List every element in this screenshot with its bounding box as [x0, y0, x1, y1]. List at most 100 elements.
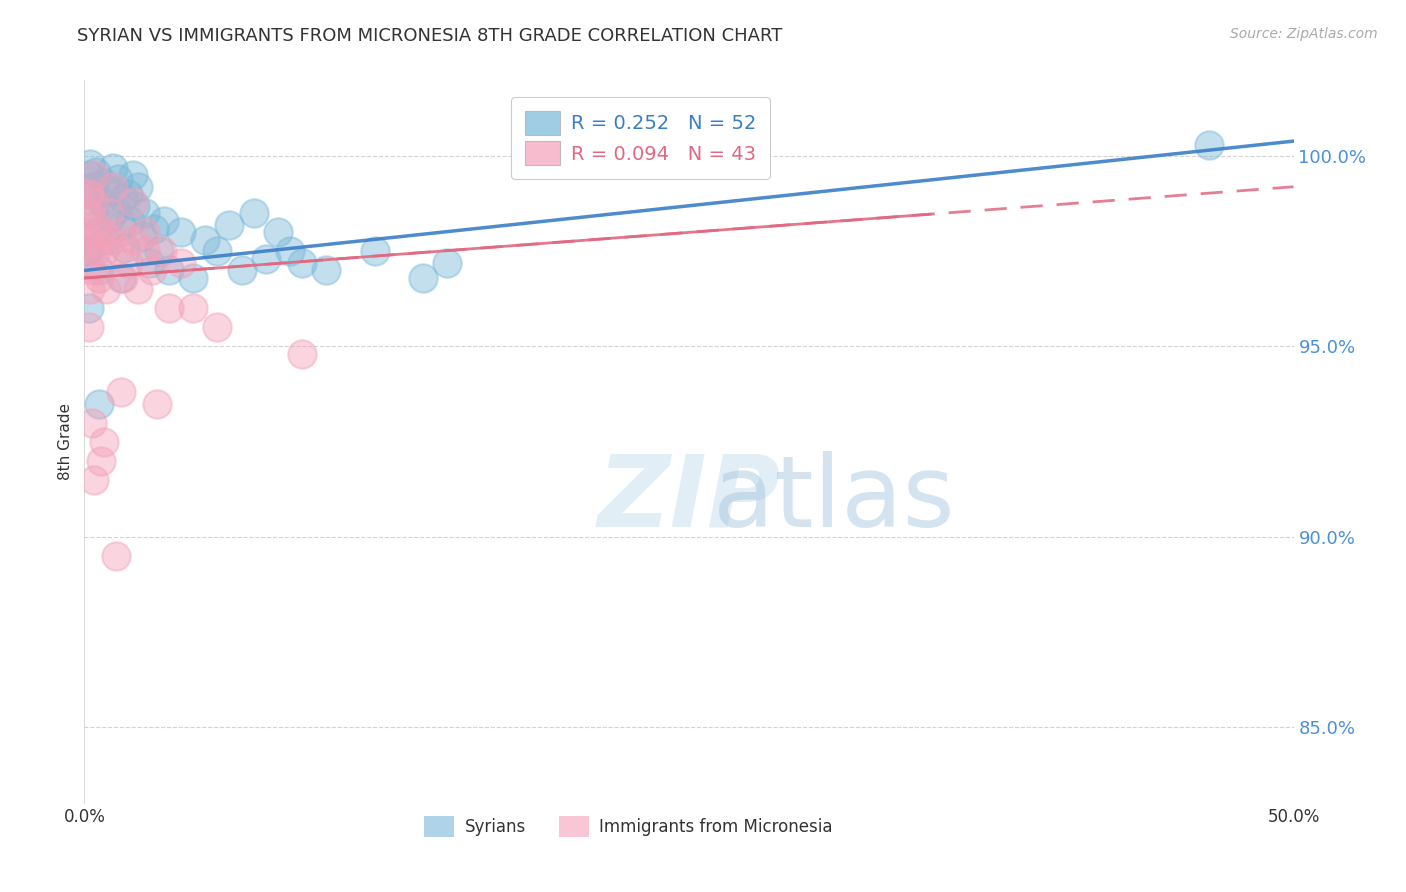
Point	[267, 226, 290, 240]
Point	[117, 256, 139, 270]
Point	[110, 226, 132, 240]
Point	[124, 199, 146, 213]
Point	[127, 179, 149, 194]
Point	[90, 194, 112, 209]
Point	[100, 210, 122, 224]
Point	[291, 347, 314, 361]
Point	[77, 244, 100, 259]
Point	[90, 226, 112, 240]
Point	[117, 187, 139, 202]
Text: Source: ZipAtlas.com: Source: ZipAtlas.com	[1230, 27, 1378, 41]
Point	[278, 244, 301, 259]
Text: atlas: atlas	[713, 450, 955, 548]
Point	[77, 301, 100, 316]
Point	[87, 263, 110, 277]
Point	[363, 244, 385, 259]
Point	[86, 164, 108, 178]
Point	[80, 187, 103, 202]
Point	[107, 172, 129, 186]
Point	[207, 320, 229, 334]
Point	[93, 176, 115, 190]
Point	[114, 241, 136, 255]
Legend: Syrians, Immigrants from Micronesia: Syrians, Immigrants from Micronesia	[416, 808, 841, 845]
Point	[153, 214, 176, 228]
Point	[87, 271, 110, 285]
Point	[93, 244, 115, 259]
Point	[121, 194, 143, 209]
Point	[157, 301, 180, 316]
Point	[93, 434, 115, 449]
Point	[121, 169, 143, 183]
Point	[103, 179, 125, 194]
Point	[436, 256, 458, 270]
Point	[83, 473, 105, 487]
Point	[79, 157, 101, 171]
Point	[112, 271, 135, 285]
Point	[146, 396, 169, 410]
Point	[83, 169, 105, 183]
Point	[112, 191, 135, 205]
Point	[80, 263, 103, 277]
Point	[134, 244, 156, 259]
Point	[76, 233, 98, 247]
Text: ZIP: ZIP	[598, 450, 780, 548]
Point	[100, 233, 122, 247]
Point	[107, 244, 129, 259]
Point	[103, 161, 125, 175]
Point	[104, 549, 127, 563]
Point	[77, 320, 100, 334]
Point	[110, 385, 132, 400]
Point	[79, 244, 101, 259]
Point	[90, 453, 112, 467]
Point	[82, 194, 104, 209]
Text: SYRIAN VS IMMIGRANTS FROM MICRONESIA 8TH GRADE CORRELATION CHART: SYRIAN VS IMMIGRANTS FROM MICRONESIA 8TH…	[77, 27, 783, 45]
Point	[110, 271, 132, 285]
Point	[97, 184, 120, 198]
Point	[291, 256, 314, 270]
Point	[80, 416, 103, 430]
Point	[134, 226, 156, 240]
Point	[194, 233, 217, 247]
Point	[157, 263, 180, 277]
Point	[77, 187, 100, 202]
Point	[150, 244, 173, 259]
Point	[77, 169, 100, 183]
Point	[181, 301, 204, 316]
Point	[110, 218, 132, 232]
Point	[231, 263, 253, 277]
Point	[127, 282, 149, 296]
Point	[254, 252, 277, 266]
Point	[97, 206, 120, 220]
Point	[412, 271, 434, 285]
Point	[141, 263, 163, 277]
Point	[77, 187, 100, 202]
Point	[82, 206, 104, 220]
Point	[131, 229, 153, 244]
Y-axis label: 8th Grade: 8th Grade	[58, 403, 73, 480]
Point	[120, 214, 142, 228]
Point	[104, 202, 127, 217]
Point	[148, 244, 170, 259]
Point	[86, 226, 108, 240]
Point	[207, 244, 229, 259]
Point	[134, 206, 156, 220]
Point	[1198, 137, 1220, 152]
Point	[83, 179, 105, 194]
Point	[76, 226, 98, 240]
Point	[121, 233, 143, 247]
Point	[170, 256, 193, 270]
Point	[76, 244, 98, 259]
Point	[138, 256, 160, 270]
Point	[79, 282, 101, 296]
Point	[218, 218, 240, 232]
Point	[87, 396, 110, 410]
Point	[94, 282, 117, 296]
Point	[170, 226, 193, 240]
Point	[77, 206, 100, 220]
Point	[143, 221, 166, 235]
Point	[86, 218, 108, 232]
Point	[94, 233, 117, 247]
Point	[181, 271, 204, 285]
Point	[315, 263, 337, 277]
Point	[86, 244, 108, 259]
